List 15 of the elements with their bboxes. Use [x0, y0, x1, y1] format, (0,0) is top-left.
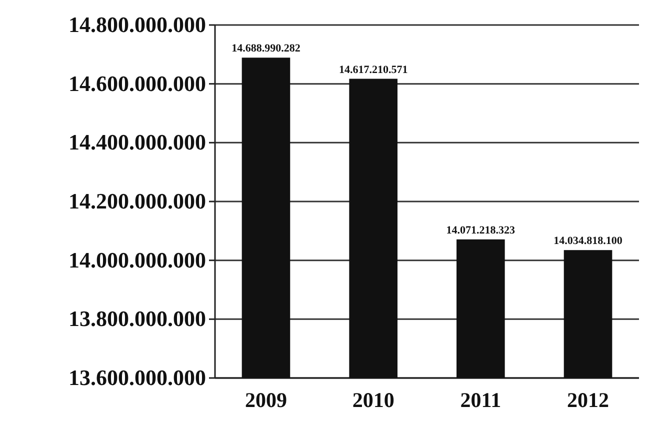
y-tick-label: 14.200.000.000	[68, 188, 206, 214]
data-label: 14.688.990.282	[232, 42, 301, 55]
y-tick-label: 14.000.000.000	[68, 247, 206, 272]
x-tick-label: 2010	[352, 388, 394, 412]
y-tick-label: 13.600.000.000	[68, 365, 206, 390]
data-label: 14.071.218.323	[446, 224, 516, 236]
y-tick-label: 14.800.000.000	[68, 12, 206, 38]
x-tick-label: 2009	[244, 388, 287, 412]
y-tick-label: 14.600.000.000	[68, 70, 206, 96]
x-tick-label: 2012	[567, 388, 610, 412]
x-tick-label: 2011	[460, 388, 502, 412]
y-tick-label: 14.400.000.000	[68, 130, 206, 155]
y-tick-label: 13.800.000.000	[68, 306, 206, 332]
data-label: 14.617.210.571	[338, 64, 408, 76]
data-label: 14.034.818.100	[554, 235, 623, 248]
